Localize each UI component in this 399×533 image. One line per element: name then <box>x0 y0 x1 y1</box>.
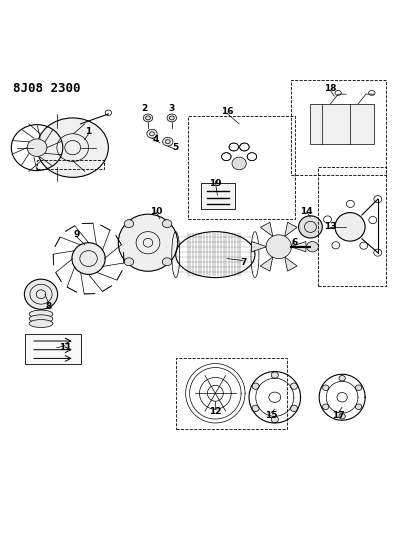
Text: 7: 7 <box>240 258 246 267</box>
Ellipse shape <box>24 279 57 309</box>
Ellipse shape <box>306 241 318 252</box>
Text: 4: 4 <box>153 135 159 144</box>
Polygon shape <box>261 222 273 237</box>
Text: 13: 13 <box>324 222 336 231</box>
Text: 3: 3 <box>169 103 175 112</box>
Ellipse shape <box>143 114 153 122</box>
Ellipse shape <box>163 138 173 146</box>
Text: 11: 11 <box>59 343 71 352</box>
Text: 8J08 2300: 8J08 2300 <box>13 82 81 95</box>
Text: 5: 5 <box>173 143 179 152</box>
Text: 15: 15 <box>265 410 277 419</box>
Ellipse shape <box>167 114 176 122</box>
Polygon shape <box>290 241 306 252</box>
Polygon shape <box>285 257 297 271</box>
Polygon shape <box>261 257 273 271</box>
Ellipse shape <box>290 383 298 389</box>
Ellipse shape <box>266 235 291 259</box>
Ellipse shape <box>29 310 53 318</box>
Ellipse shape <box>232 157 246 170</box>
Ellipse shape <box>271 372 279 378</box>
Ellipse shape <box>322 385 329 391</box>
Polygon shape <box>285 222 297 237</box>
Text: 14: 14 <box>300 206 313 215</box>
Ellipse shape <box>162 220 172 228</box>
Ellipse shape <box>298 216 322 238</box>
Ellipse shape <box>290 405 298 411</box>
Ellipse shape <box>335 213 365 241</box>
Ellipse shape <box>252 383 259 389</box>
Ellipse shape <box>356 404 362 409</box>
Bar <box>25 334 81 364</box>
Text: 1: 1 <box>85 127 92 136</box>
Text: 8: 8 <box>46 302 52 311</box>
Ellipse shape <box>27 139 47 156</box>
Ellipse shape <box>339 375 345 381</box>
Text: 6: 6 <box>291 238 298 247</box>
Ellipse shape <box>72 243 105 274</box>
Ellipse shape <box>252 405 259 411</box>
Ellipse shape <box>29 320 53 327</box>
Ellipse shape <box>124 220 134 228</box>
Ellipse shape <box>356 385 362 391</box>
Ellipse shape <box>147 130 157 138</box>
Ellipse shape <box>37 118 109 177</box>
Text: 9: 9 <box>73 230 80 239</box>
Text: 19: 19 <box>209 179 222 188</box>
Text: 17: 17 <box>332 410 344 419</box>
Ellipse shape <box>118 214 178 271</box>
Ellipse shape <box>124 258 134 266</box>
Ellipse shape <box>162 258 172 266</box>
Bar <box>201 183 235 209</box>
Text: 16: 16 <box>221 108 233 117</box>
Polygon shape <box>251 241 267 252</box>
Text: 18: 18 <box>324 84 336 93</box>
Ellipse shape <box>29 315 53 323</box>
Bar <box>310 104 374 144</box>
Text: 10: 10 <box>150 206 162 215</box>
Ellipse shape <box>322 404 329 409</box>
Ellipse shape <box>271 416 279 423</box>
Ellipse shape <box>339 414 345 419</box>
Text: 2: 2 <box>141 103 147 112</box>
Text: 12: 12 <box>209 407 221 416</box>
